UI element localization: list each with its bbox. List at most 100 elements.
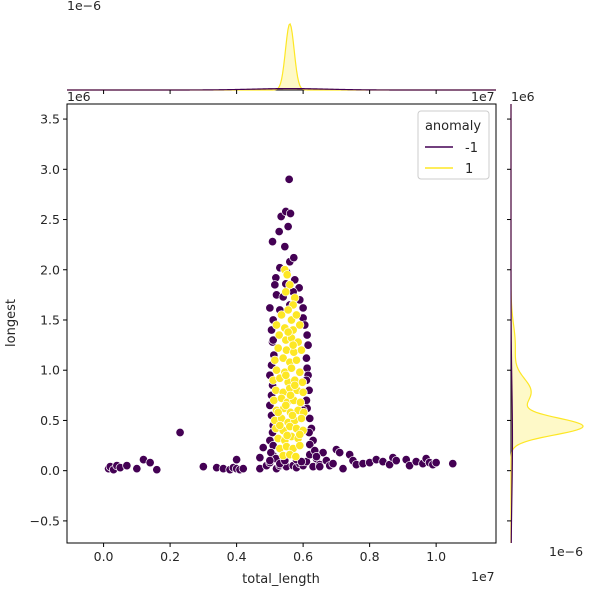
y-tick-label: 1.0 bbox=[40, 363, 60, 378]
scatter-point bbox=[284, 174, 294, 184]
y-tick-label: 2.0 bbox=[40, 262, 60, 277]
scatter-point bbox=[274, 227, 284, 237]
right-y-scale-label: 1e6 bbox=[511, 89, 535, 104]
top-kde-fill bbox=[67, 88, 496, 90]
scatter-point bbox=[296, 413, 306, 423]
top-kde-line bbox=[67, 87, 496, 91]
scatter-point bbox=[290, 380, 300, 390]
scatter-point bbox=[283, 327, 293, 337]
scatter-point bbox=[278, 353, 288, 363]
top-kde-line bbox=[67, 22, 496, 91]
scatter-point bbox=[285, 208, 296, 219]
scatter-point bbox=[271, 365, 282, 375]
scatter-point bbox=[298, 303, 308, 313]
x-axis-label: total_length bbox=[242, 572, 320, 587]
scatter-point bbox=[280, 242, 290, 252]
legend-box bbox=[417, 110, 490, 180]
right-kde-fill bbox=[511, 104, 583, 543]
scatter-point bbox=[297, 377, 307, 387]
scatter-point bbox=[285, 280, 295, 290]
y-tick-label: 2.5 bbox=[40, 212, 60, 227]
scatter-point bbox=[311, 452, 321, 462]
scatter-point bbox=[282, 270, 292, 280]
scatter-point bbox=[296, 457, 306, 467]
scatter-point bbox=[288, 340, 298, 350]
scatter-point bbox=[281, 400, 291, 410]
scatter-point bbox=[283, 305, 293, 315]
scatter-point bbox=[318, 448, 328, 458]
scatter-point bbox=[269, 395, 279, 405]
scatter-point bbox=[232, 455, 242, 465]
top-x-scale-label: 1e7 bbox=[471, 89, 495, 104]
legend-title: anomaly bbox=[425, 119, 481, 134]
scatter-point bbox=[275, 420, 285, 431]
y-tick-label: 3.0 bbox=[40, 162, 60, 177]
scatter-point bbox=[298, 387, 308, 397]
scatter-point bbox=[265, 303, 275, 313]
scatter-point bbox=[431, 458, 441, 468]
x-scale-label: 1e7 bbox=[471, 569, 495, 584]
scatter-point bbox=[273, 407, 283, 417]
y-tick-label: 3.5 bbox=[40, 112, 60, 127]
scatter-point bbox=[271, 320, 282, 330]
scatter-point bbox=[338, 464, 348, 474]
scatter-point bbox=[175, 427, 185, 438]
scatter-point bbox=[305, 439, 315, 450]
scatter-point bbox=[328, 459, 338, 469]
x-tick-label: 0.4 bbox=[227, 549, 247, 564]
x-tick-label: 1.0 bbox=[426, 549, 446, 564]
x-tick-label: 0.2 bbox=[160, 549, 180, 564]
scatter-point bbox=[281, 370, 291, 380]
x-axis-ticks: 0.0 0.2 0.4 0.6 0.8 1.0 bbox=[94, 543, 446, 564]
scatter-point bbox=[282, 430, 292, 441]
scatter-point bbox=[258, 443, 268, 453]
scatter-point bbox=[255, 453, 265, 463]
y-tick-label: −0.5 bbox=[30, 513, 60, 528]
scatter-point bbox=[281, 287, 291, 297]
top-kde-scale-label: 1e−6 bbox=[67, 0, 101, 13]
scatter-point bbox=[291, 310, 302, 320]
right-kde-line bbox=[510, 104, 514, 544]
scatter-point bbox=[274, 330, 284, 340]
scatter-point bbox=[295, 367, 305, 377]
y-scale-label: 1e6 bbox=[67, 89, 91, 104]
legend-label-neg1: -1 bbox=[465, 141, 478, 156]
scatter-point bbox=[295, 397, 306, 407]
scatter-point bbox=[295, 320, 305, 330]
x-tick-label: 0.6 bbox=[293, 549, 313, 564]
scatter-point bbox=[270, 355, 280, 365]
scatter-point bbox=[289, 253, 299, 263]
scatter-point bbox=[391, 456, 401, 466]
scatter-point bbox=[268, 335, 278, 345]
right-kde-scale-label: 1e−6 bbox=[549, 544, 583, 559]
scatter-point bbox=[267, 237, 278, 247]
scatter-point bbox=[270, 280, 280, 290]
scatter-point bbox=[296, 345, 306, 355]
scatter-point bbox=[273, 343, 283, 353]
y-tick-label: 0.0 bbox=[40, 463, 60, 478]
x-tick-label: 0.8 bbox=[360, 549, 380, 564]
scatter-point bbox=[335, 448, 345, 458]
scatter-point bbox=[198, 462, 208, 472]
scatter-point bbox=[315, 462, 325, 472]
scatter-point bbox=[291, 452, 301, 462]
scatter-point bbox=[283, 222, 293, 232]
scatter-point bbox=[291, 355, 302, 365]
main-scatter-plot: 0.0 0.2 0.4 0.6 0.8 1.0 −0.5 0.0 0.5 1.0 1.5 2.0 2.… bbox=[30, 103, 497, 564]
y-tick-label: 0.5 bbox=[40, 413, 60, 428]
scatter-point bbox=[448, 459, 458, 469]
scatter-point bbox=[276, 310, 287, 320]
scatter-point bbox=[122, 461, 132, 471]
right-kde-line bbox=[510, 104, 584, 543]
scatter-point bbox=[286, 363, 297, 373]
scatter-point bbox=[295, 441, 305, 451]
scatter-point bbox=[287, 410, 298, 420]
scatter-point bbox=[238, 464, 248, 474]
scatter-point bbox=[301, 353, 311, 363]
scatter-point bbox=[295, 429, 305, 440]
scatter-point bbox=[404, 461, 415, 471]
scatter-point bbox=[265, 456, 275, 466]
y-axis-ticks: −0.5 0.0 0.5 1.0 1.5 2.0 2.5 3.0 3.5 bbox=[30, 112, 67, 528]
y-tick-label: 1.5 bbox=[40, 312, 60, 327]
